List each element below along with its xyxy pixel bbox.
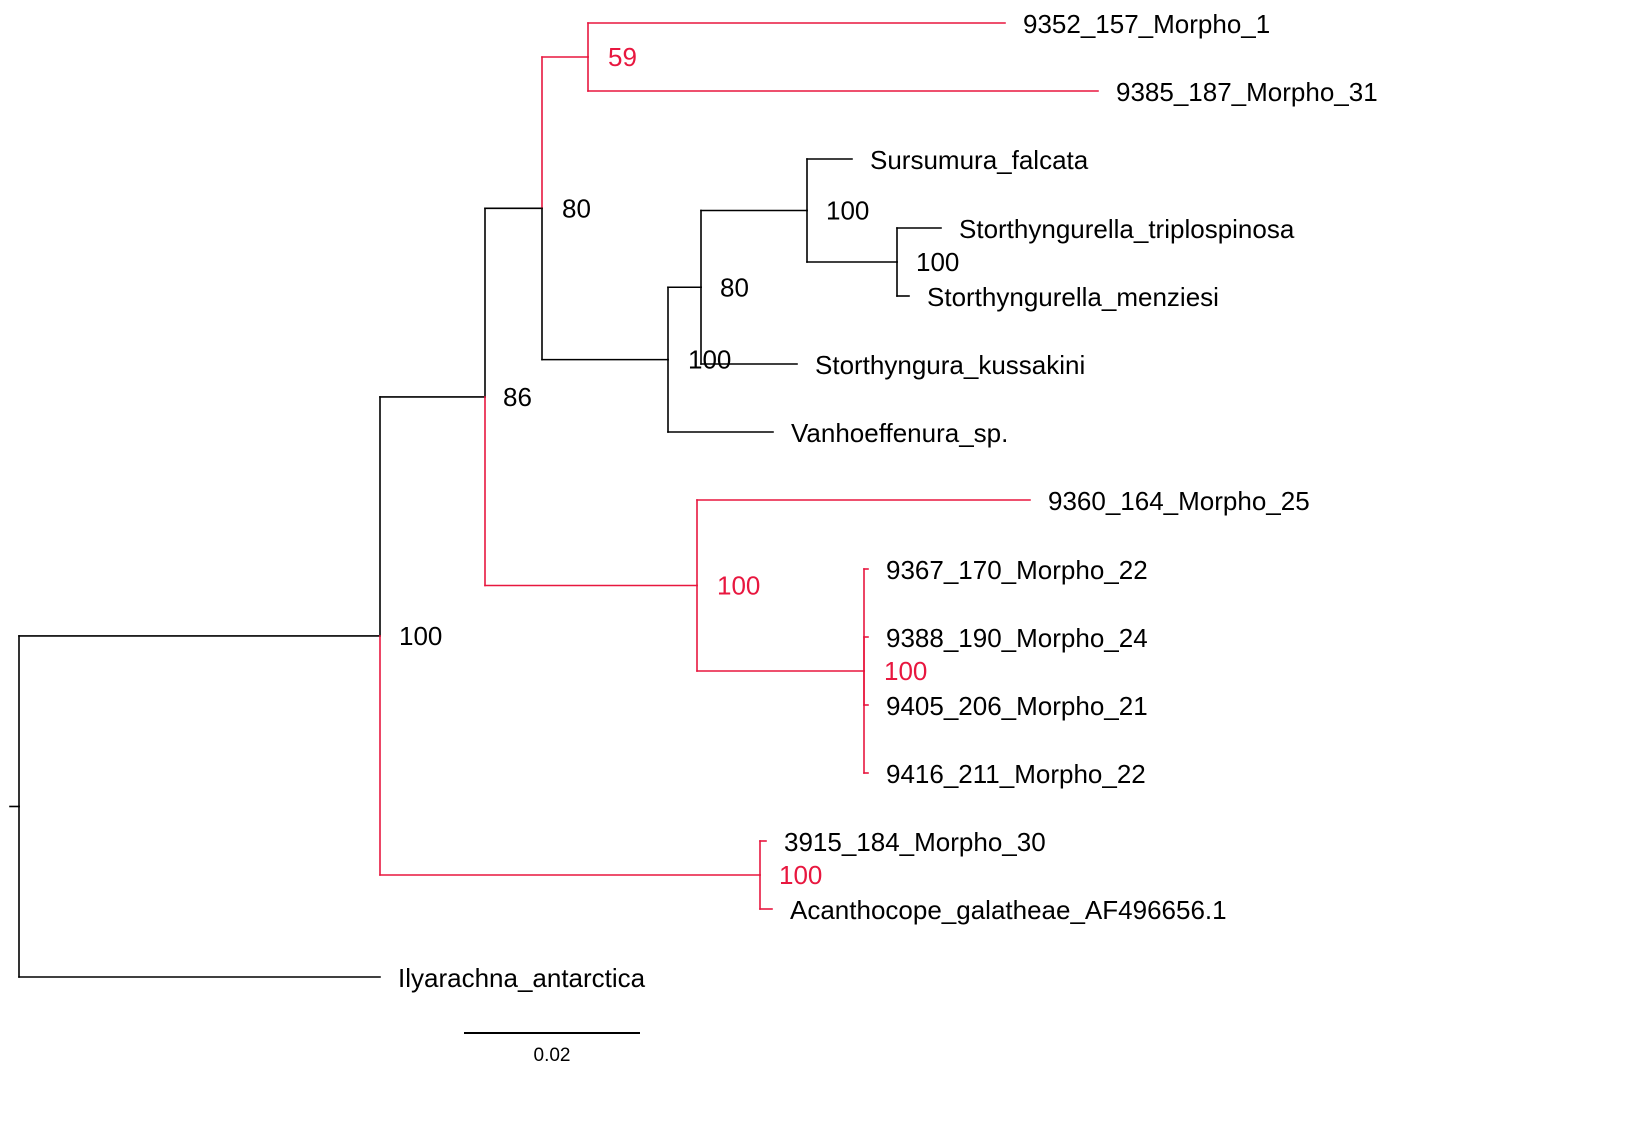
support-value-59: 59 [608, 42, 637, 72]
tip-label-kussakini: Storthyngura_kussakini [815, 350, 1085, 380]
support-value-100a: 100 [779, 860, 822, 890]
tip-label-9367: 9367_170_Morpho_22 [886, 555, 1148, 585]
support-value-80a: 80 [562, 193, 591, 223]
tip-label-menz: Storthyngurella_menziesi [927, 282, 1219, 312]
tip-label-9385: 9385_187_Morpho_31 [1116, 77, 1378, 107]
support-value-ingroup: 100 [399, 621, 442, 651]
support-labels: 59 100 100 80 100 80 100 100 86 100 100 [399, 42, 959, 890]
support-value-100k: 100 [688, 345, 731, 375]
support-value-100m: 100 [717, 571, 760, 601]
tip-label-acantho: Acanthocope_galatheae_AF496656.1 [790, 895, 1227, 925]
scale-bar-label: 0.02 [534, 1045, 571, 1066]
tip-label-ilyar: Ilyarachna_antarctica [398, 963, 646, 993]
tip-label-3915: 3915_184_Morpho_30 [784, 827, 1046, 857]
tip-label-triplo: Storthyngurella_triplospinosa [959, 214, 1295, 244]
support-value-100st: 100 [916, 247, 959, 277]
scale-bar: 0.02 [464, 1032, 640, 1066]
tip-label-9388: 9388_190_Morpho_24 [886, 623, 1148, 653]
tip-label-9352: 9352_157_Morpho_1 [1023, 9, 1270, 39]
support-value-86: 86 [503, 382, 532, 412]
support-value-100p: 100 [884, 656, 927, 686]
tip-label-vanhoe: Vanhoeffenura_sp. [791, 418, 1008, 448]
tip-labels: 9352_157_Morpho_1 9385_187_Morpho_31 Sursu… [398, 9, 1378, 993]
tip-label-9405: 9405_206_Morpho_21 [886, 691, 1148, 721]
tip-label-9360: 9360_164_Morpho_25 [1048, 486, 1310, 516]
tip-label-9416: 9416_211_Morpho_22 [886, 759, 1146, 789]
tree-branches [9, 22, 1099, 978]
support-value-80b: 80 [720, 272, 749, 302]
support-value-100s: 100 [826, 196, 869, 226]
tip-label-sursumura: Sursumura_falcata [870, 145, 1089, 175]
